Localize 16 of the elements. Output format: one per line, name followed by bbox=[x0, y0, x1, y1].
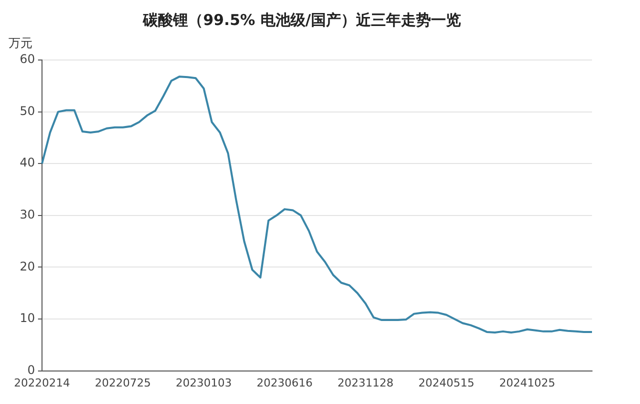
y-axis-title: 万元 bbox=[8, 36, 33, 50]
y-tick-label: 20 bbox=[20, 259, 35, 274]
x-tick-label: 20220214 bbox=[14, 376, 70, 390]
chart-title: 碳酸锂（99.5% 电池级/国产）近三年走势一览 bbox=[142, 10, 461, 29]
y-tick-label: 10 bbox=[20, 311, 35, 326]
y-tick-label: 60 bbox=[20, 52, 35, 66]
x-tick-label: 20231128 bbox=[338, 376, 394, 390]
x-tick-label: 20220725 bbox=[94, 376, 151, 390]
x-tick-label: 20240515 bbox=[418, 376, 474, 390]
x-tick-label: 20230103 bbox=[176, 376, 232, 390]
y-tick-label: 40 bbox=[20, 156, 35, 170]
y-tick-label: 50 bbox=[20, 104, 35, 118]
x-tick-label: 20241025 bbox=[499, 376, 556, 390]
y-tick-label: 0 bbox=[27, 362, 35, 377]
x-tick-label: 20230616 bbox=[256, 376, 313, 390]
y-tick-label: 30 bbox=[20, 208, 35, 222]
